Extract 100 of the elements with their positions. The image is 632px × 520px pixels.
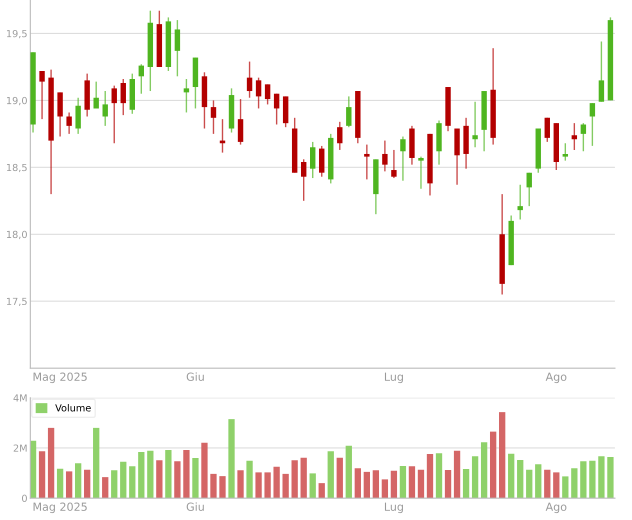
candlestick <box>472 101 478 148</box>
candlestick <box>562 142 568 162</box>
bar <box>129 466 136 498</box>
x-tick-label: Lug <box>384 502 403 514</box>
bar <box>246 460 253 498</box>
candlestick <box>337 121 342 151</box>
x-tick-label: Ago <box>546 502 566 514</box>
bar <box>147 450 154 498</box>
bar <box>562 476 568 498</box>
bar <box>535 464 542 498</box>
candlestick <box>102 90 108 127</box>
candlestick <box>580 122 586 152</box>
y-tick-label: 18,0 <box>6 230 27 240</box>
bar <box>102 477 108 498</box>
candlestick <box>174 19 180 78</box>
x-tick-label: Giu <box>186 372 204 381</box>
bar <box>66 471 72 498</box>
bar <box>580 461 587 498</box>
bar <box>499 412 506 498</box>
bar <box>300 458 307 498</box>
y-tick-label: 0 <box>22 494 27 502</box>
bar <box>490 432 496 498</box>
candlestick <box>518 184 523 220</box>
y-tick-label: 4M <box>13 394 27 402</box>
bar <box>372 470 380 498</box>
bar <box>310 473 316 498</box>
bar <box>436 453 442 498</box>
bar <box>237 470 244 498</box>
bar <box>598 456 605 498</box>
legend-label: Volume <box>55 404 91 412</box>
candlestick <box>382 140 388 172</box>
candlestick <box>572 122 578 151</box>
candlestick <box>93 80 99 110</box>
bar <box>400 466 406 498</box>
bar <box>472 456 478 498</box>
bar <box>526 470 532 498</box>
bar <box>426 454 434 498</box>
bar <box>418 470 424 498</box>
bar <box>390 470 398 498</box>
x-tick-label: Ago <box>546 372 566 384</box>
candlestick <box>544 117 550 143</box>
bar <box>354 468 361 498</box>
bar <box>165 450 172 498</box>
candlestick <box>138 64 144 94</box>
bar <box>408 466 416 498</box>
bar <box>38 451 46 498</box>
candlestick <box>246 60 252 98</box>
bar <box>553 472 560 498</box>
y-tick-label: 19,0 <box>6 96 27 106</box>
bar <box>444 470 452 498</box>
bar <box>138 452 144 498</box>
bar <box>219 476 226 498</box>
bar <box>192 458 199 498</box>
candlestick <box>112 84 117 144</box>
candlestick <box>66 112 72 135</box>
bar <box>480 442 488 498</box>
bar <box>156 460 163 498</box>
bar <box>328 451 334 498</box>
bar <box>336 458 343 498</box>
bar <box>282 474 289 498</box>
bar <box>74 463 82 498</box>
x-tick-label: Giu <box>186 502 204 511</box>
candlestick <box>598 40 604 102</box>
candlestick <box>75 97 81 135</box>
x-tick-label: Lug <box>384 372 403 384</box>
bar <box>84 470 90 498</box>
candlestick <box>300 158 306 202</box>
bar <box>273 466 280 498</box>
bar <box>454 450 460 498</box>
candlestick <box>120 78 126 116</box>
bar <box>508 454 514 498</box>
candlestick <box>310 141 316 179</box>
bar <box>210 474 217 498</box>
candlestick <box>256 76 262 110</box>
bar <box>571 468 578 498</box>
x-tick-label: Mag 2025 <box>34 502 87 514</box>
bar <box>56 468 64 498</box>
bar <box>174 461 181 498</box>
bar <box>382 479 388 498</box>
candlestick <box>364 144 370 180</box>
bar <box>183 450 190 498</box>
candlestick <box>590 102 596 147</box>
candlestick <box>238 98 244 146</box>
y-tick-label: 17,5 <box>6 298 27 306</box>
bar <box>544 470 550 498</box>
bar <box>462 469 470 498</box>
candlestick <box>274 93 280 126</box>
y-tick-label: 19,5 <box>6 30 27 38</box>
x-tick-label: Mag 2025 <box>34 372 87 384</box>
candlestick <box>391 149 397 179</box>
bar <box>111 470 118 498</box>
bar <box>201 442 208 498</box>
candlestick <box>184 78 190 114</box>
bar <box>255 472 262 498</box>
candlestick <box>210 100 216 135</box>
bar <box>228 419 235 498</box>
bar <box>607 457 614 498</box>
bar <box>589 460 596 498</box>
candlestick <box>400 136 406 182</box>
bar <box>517 460 524 498</box>
